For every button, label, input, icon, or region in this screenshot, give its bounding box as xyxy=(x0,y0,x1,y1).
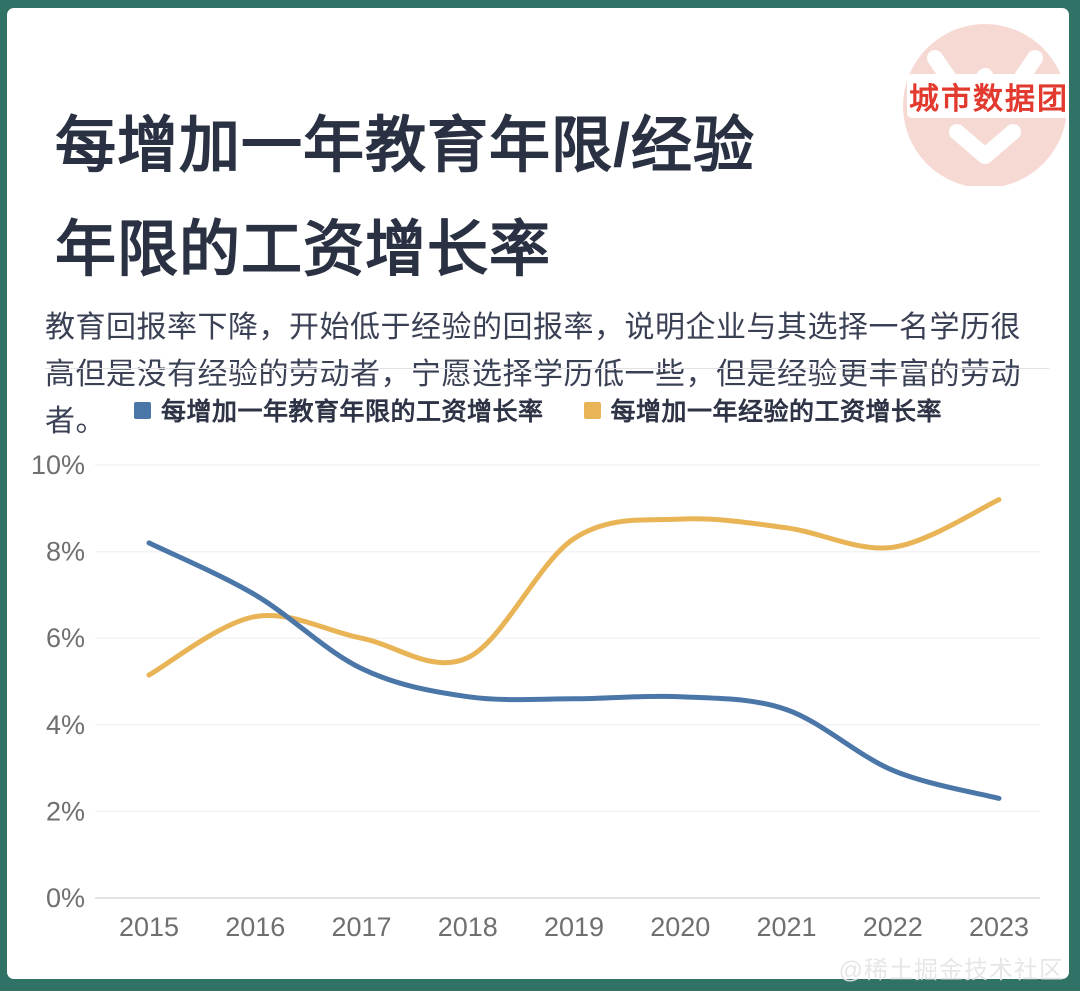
page-title: 每增加一年教育年限/经验 年限的工资增长率 xyxy=(55,93,905,301)
series-line-experience xyxy=(146,497,1002,678)
brand-badge: 城市数据团 xyxy=(907,74,1069,118)
wage-growth-line-chart: 0% 2% 4% 6% 8% 10% 2015 2016 2017 2018 2019 2020 202… xyxy=(31,450,1040,942)
x-axis-tick-label: 2021 xyxy=(756,912,816,942)
y-axis-tick-label: 6% xyxy=(46,623,85,653)
x-axis-tick-label: 2022 xyxy=(863,912,923,942)
logo-text: 城市数据团 xyxy=(909,83,1069,116)
x-axis-tick-label: 2015 xyxy=(119,912,179,942)
y-axis-tick-label: 8% xyxy=(46,537,85,567)
y-axis-tick-label: 4% xyxy=(46,710,85,740)
x-axis-tick-label: 2018 xyxy=(438,912,498,942)
legend-label-experience: 每增加一年经验的工资增长率 xyxy=(610,398,943,426)
legend-label-education: 每增加一年教育年限的工资增长率 xyxy=(160,398,544,426)
legend-swatch-experience xyxy=(583,401,601,419)
x-axis-tick-label: 2019 xyxy=(544,912,604,942)
page-title-line1: 每增加一年教育年限/经验 xyxy=(55,110,755,179)
chart-legend: 每增加一年教育年限的工资增长率 每增加一年经验的工资增长率 xyxy=(7,392,1069,428)
x-axis-tick-label: 2020 xyxy=(650,912,710,942)
y-axis-tick-label: 10% xyxy=(31,450,85,480)
y-axis-tick-label: 2% xyxy=(46,796,85,826)
series-line-education xyxy=(146,540,1002,801)
legend-item-experience: 每增加一年经验的工资增长率 xyxy=(583,392,943,428)
x-axis-tick-label: 2016 xyxy=(225,912,285,942)
legend-item-education: 每增加一年教育年限的工资增长率 xyxy=(133,392,544,428)
watermark-text: @稀土掘金技术社区 xyxy=(838,957,1064,984)
content-card: 每增加一年教育年限/经验 年限的工资增长率 城市数据团 教育回报率下降，开始低于… xyxy=(7,8,1069,979)
y-axis-tick-label: 0% xyxy=(46,883,85,913)
x-axis-tick-label: 2017 xyxy=(331,912,391,942)
section-divider xyxy=(45,368,1049,369)
chart-description: 教育回报率下降，开始低于经验的回报率，说明企业与其选择一名学历很高但是没有经验的… xyxy=(45,311,1021,438)
page-title-line2: 年限的工资增长率 xyxy=(55,214,552,283)
x-axis-tick-label: 2023 xyxy=(969,912,1029,942)
legend-swatch-education xyxy=(133,401,151,419)
logo-fox-chin-shape xyxy=(949,124,1021,164)
